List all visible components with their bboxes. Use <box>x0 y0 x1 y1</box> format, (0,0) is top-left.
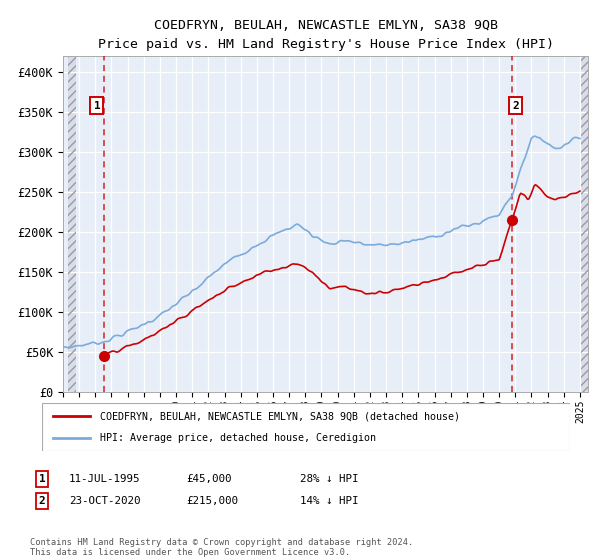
Bar <box>68 56 76 392</box>
Text: 28% ↓ HPI: 28% ↓ HPI <box>300 474 359 484</box>
Text: Contains HM Land Registry data © Crown copyright and database right 2024.
This d: Contains HM Land Registry data © Crown c… <box>30 538 413 557</box>
Bar <box>581 56 588 392</box>
Text: 1: 1 <box>94 101 100 111</box>
FancyBboxPatch shape <box>42 403 570 451</box>
Title: COEDFRYN, BEULAH, NEWCASTLE EMLYN, SA38 9QB
Price paid vs. HM Land Registry's Ho: COEDFRYN, BEULAH, NEWCASTLE EMLYN, SA38 … <box>97 18 554 50</box>
Text: 23-OCT-2020: 23-OCT-2020 <box>69 496 140 506</box>
Text: £215,000: £215,000 <box>186 496 238 506</box>
Bar <box>581 56 588 392</box>
Text: 1: 1 <box>38 474 46 484</box>
Text: 11-JUL-1995: 11-JUL-1995 <box>69 474 140 484</box>
Bar <box>68 56 76 392</box>
Text: COEDFRYN, BEULAH, NEWCASTLE EMLYN, SA38 9QB (detached house): COEDFRYN, BEULAH, NEWCASTLE EMLYN, SA38 … <box>100 411 460 421</box>
Text: HPI: Average price, detached house, Ceredigion: HPI: Average price, detached house, Cere… <box>100 433 376 443</box>
Text: 2: 2 <box>512 101 518 111</box>
Text: 14% ↓ HPI: 14% ↓ HPI <box>300 496 359 506</box>
Text: £45,000: £45,000 <box>186 474 232 484</box>
Text: 2: 2 <box>38 496 46 506</box>
